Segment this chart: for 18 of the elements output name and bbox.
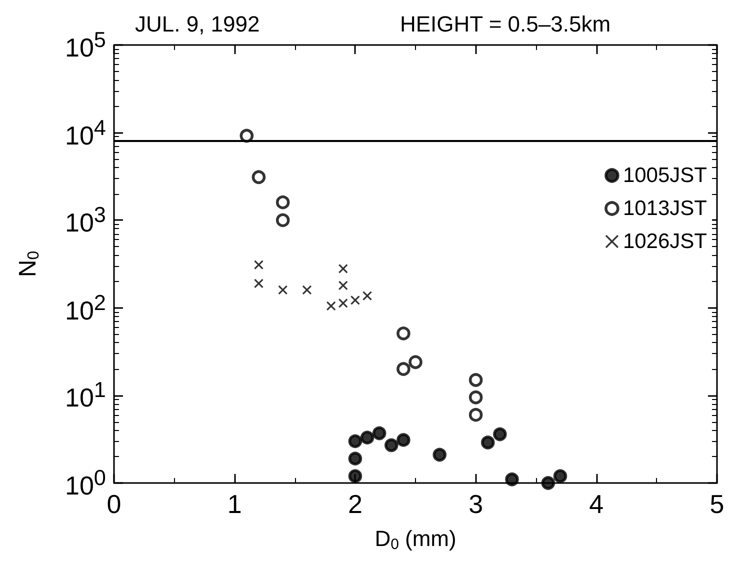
x-tick-label: 4 [589, 489, 604, 519]
y-tick-label: 10$^{4}$ [65, 114, 106, 150]
y-tick-label: 10$^{2}$ [65, 290, 106, 326]
x-tick-label: 0 [106, 489, 122, 519]
x-tick-label: 2 [348, 489, 362, 519]
chart-subtitle: HEIGHT = 0.5–3.5km [400, 12, 611, 36]
legend-label: 1005JST [622, 164, 708, 187]
y-tick-label: 10$^{3}$ [65, 202, 106, 238]
y-tick-label: 10$^{5}$ [65, 27, 106, 63]
chart-title: JUL. 9, 1992 [135, 12, 260, 36]
y-axis-title: N0 [14, 250, 42, 278]
x-tick-label: 3 [468, 489, 484, 519]
x-tick-label: 1 [227, 489, 242, 519]
x-tick-label: 5 [710, 489, 724, 519]
y-tick-label: 10$^{1}$ [65, 377, 106, 414]
legend-label: 1013JST [622, 197, 708, 220]
legend-label: 1026JST [622, 230, 708, 253]
y-tick-label: 10$^{0}$ [65, 465, 106, 501]
